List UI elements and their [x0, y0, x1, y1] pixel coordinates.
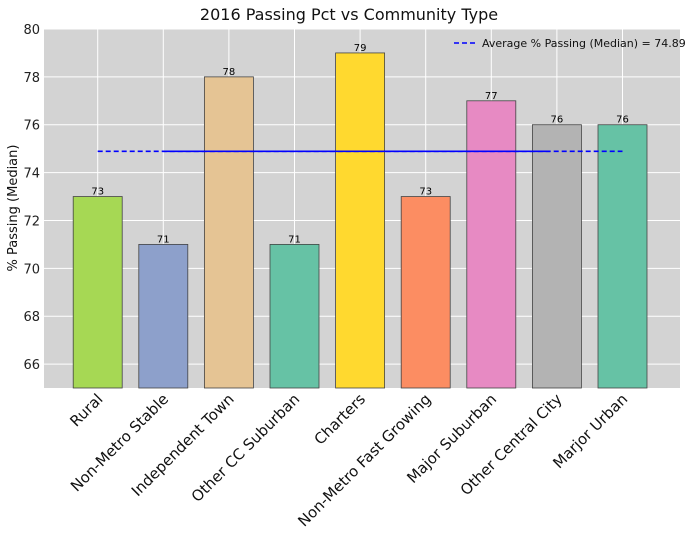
bar	[138, 243, 189, 389]
data-label: 77	[485, 91, 498, 102]
bar	[269, 243, 320, 389]
bar	[597, 124, 648, 389]
data-label: 73	[91, 187, 104, 198]
y-tick-label: 78	[23, 71, 40, 86]
bar	[532, 124, 582, 389]
y-tick-label: 80	[23, 23, 40, 38]
y-tick-label: 68	[23, 310, 40, 325]
x-tick-label: Other CC Suburban	[188, 390, 304, 506]
data-label: 76	[551, 115, 564, 126]
bar	[335, 52, 386, 389]
data-labels: 73 71 78 71 79 73 77 76 76	[91, 43, 629, 245]
data-label: 71	[157, 234, 170, 245]
y-tick-label: 72	[23, 214, 40, 229]
bar	[400, 196, 451, 389]
data-label: 73	[419, 187, 432, 198]
data-label: 76	[616, 115, 629, 126]
chart-title: 2016 Passing Pct vs Community Type	[200, 5, 498, 24]
data-label: 79	[354, 43, 367, 54]
y-axis-ticks: 66 68 70 72 74 76 78 80	[23, 23, 40, 373]
x-tick-label: Rural	[66, 390, 106, 430]
y-tick-label: 74	[23, 167, 40, 182]
data-label: 71	[288, 234, 301, 245]
bar	[203, 76, 254, 389]
bar	[466, 100, 517, 389]
y-tick-label: 66	[23, 358, 40, 373]
legend-label: Average % Passing (Median) = 74.89	[482, 37, 686, 50]
y-tick-label: 76	[23, 119, 40, 134]
bars	[72, 52, 648, 389]
x-tick-label: Non-Metro Fast Growing	[294, 390, 434, 530]
y-axis-label: % Passing (Median)	[6, 145, 21, 272]
legend: Average % Passing (Median) = 74.89	[454, 37, 686, 50]
data-label: 78	[223, 67, 236, 78]
x-tick-label: Charters	[311, 390, 369, 448]
y-tick-label: 70	[23, 262, 40, 277]
bar	[72, 196, 123, 389]
